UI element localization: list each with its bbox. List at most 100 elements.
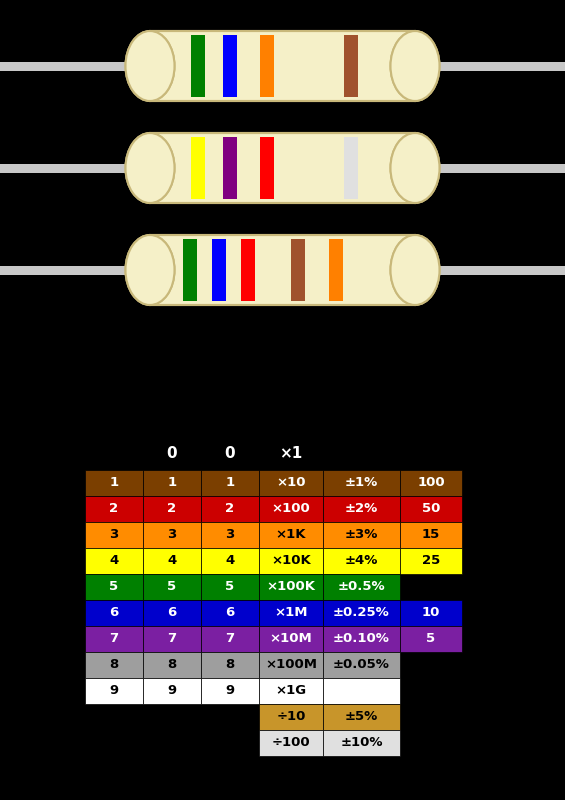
- Bar: [400, 470, 462, 496]
- Text: 5: 5: [110, 581, 119, 594]
- Text: 1: 1: [225, 477, 234, 490]
- Text: ±0.10%: ±0.10%: [333, 633, 390, 646]
- Ellipse shape: [125, 133, 175, 203]
- Bar: [328, 239, 342, 301]
- Ellipse shape: [390, 133, 440, 203]
- Bar: [259, 652, 323, 678]
- Text: ×100K: ×100K: [267, 581, 315, 594]
- Bar: [323, 626, 400, 652]
- Bar: [201, 678, 259, 704]
- Bar: [143, 470, 201, 496]
- Ellipse shape: [390, 133, 440, 203]
- Text: 6: 6: [225, 606, 234, 619]
- Text: ×1K: ×1K: [276, 529, 306, 542]
- Bar: [323, 522, 400, 548]
- Bar: [201, 600, 259, 626]
- Bar: [212, 239, 226, 301]
- Bar: [223, 138, 237, 199]
- Bar: [259, 678, 323, 704]
- Text: ×10K: ×10K: [271, 554, 311, 567]
- Bar: [223, 35, 237, 97]
- Text: 15: 15: [422, 529, 440, 542]
- Text: 7: 7: [110, 633, 119, 646]
- Text: ×1: ×1: [279, 446, 303, 462]
- Bar: [201, 626, 259, 652]
- Ellipse shape: [125, 31, 175, 101]
- Text: 6: 6: [167, 606, 177, 619]
- Text: ±0.25%: ±0.25%: [333, 606, 390, 619]
- Text: 0: 0: [225, 446, 235, 462]
- Text: 8: 8: [225, 658, 234, 671]
- Bar: [143, 574, 201, 600]
- Text: 3: 3: [110, 529, 119, 542]
- Bar: [201, 470, 259, 496]
- Ellipse shape: [125, 235, 175, 305]
- Text: ×100: ×100: [272, 502, 310, 515]
- Ellipse shape: [390, 235, 440, 305]
- Bar: [259, 496, 323, 522]
- Text: ÷100: ÷100: [272, 737, 310, 750]
- Text: 2: 2: [110, 502, 119, 515]
- Bar: [323, 574, 400, 600]
- Bar: [259, 522, 323, 548]
- Ellipse shape: [125, 235, 175, 305]
- Bar: [85, 574, 143, 600]
- Bar: [259, 35, 273, 97]
- Ellipse shape: [390, 31, 440, 101]
- Text: ±4%: ±4%: [345, 554, 378, 567]
- Text: 2: 2: [225, 502, 234, 515]
- Text: 4: 4: [110, 554, 119, 567]
- Text: 4: 4: [167, 554, 177, 567]
- Bar: [201, 522, 259, 548]
- Bar: [150, 133, 415, 203]
- Text: ±5%: ±5%: [345, 710, 378, 723]
- Text: ±1%: ±1%: [345, 477, 378, 490]
- Text: 5: 5: [167, 581, 176, 594]
- Bar: [85, 652, 143, 678]
- Bar: [323, 600, 400, 626]
- Bar: [400, 496, 462, 522]
- Bar: [143, 600, 201, 626]
- Bar: [400, 600, 462, 626]
- Text: ×100M: ×100M: [265, 658, 317, 671]
- Text: 2: 2: [167, 502, 176, 515]
- Bar: [292, 239, 306, 301]
- Text: ±0.5%: ±0.5%: [338, 581, 385, 594]
- Text: 50: 50: [422, 502, 440, 515]
- Ellipse shape: [390, 31, 440, 101]
- Text: 5: 5: [225, 581, 234, 594]
- Bar: [259, 626, 323, 652]
- Text: ×1M: ×1M: [274, 606, 308, 619]
- Bar: [259, 138, 273, 199]
- Bar: [85, 522, 143, 548]
- Text: 25: 25: [422, 554, 440, 567]
- Text: 9: 9: [225, 685, 234, 698]
- Text: 4: 4: [225, 554, 234, 567]
- Text: ×10: ×10: [276, 477, 306, 490]
- Bar: [201, 574, 259, 600]
- Text: 8: 8: [110, 658, 119, 671]
- Text: 1: 1: [110, 477, 119, 490]
- Bar: [143, 626, 201, 652]
- Bar: [201, 652, 259, 678]
- Bar: [0, 266, 150, 274]
- Text: 8: 8: [167, 658, 177, 671]
- Bar: [143, 496, 201, 522]
- Text: 7: 7: [225, 633, 234, 646]
- Bar: [191, 138, 205, 199]
- Bar: [85, 626, 143, 652]
- Bar: [415, 266, 565, 274]
- Text: 10: 10: [422, 606, 440, 619]
- Bar: [400, 548, 462, 574]
- Text: 5: 5: [427, 633, 436, 646]
- Bar: [415, 62, 565, 70]
- Bar: [201, 548, 259, 574]
- Text: 9: 9: [110, 685, 119, 698]
- Bar: [259, 470, 323, 496]
- Bar: [400, 626, 462, 652]
- Bar: [259, 600, 323, 626]
- Bar: [143, 652, 201, 678]
- Bar: [323, 652, 400, 678]
- Text: ×1G: ×1G: [276, 685, 307, 698]
- Text: 7: 7: [167, 633, 176, 646]
